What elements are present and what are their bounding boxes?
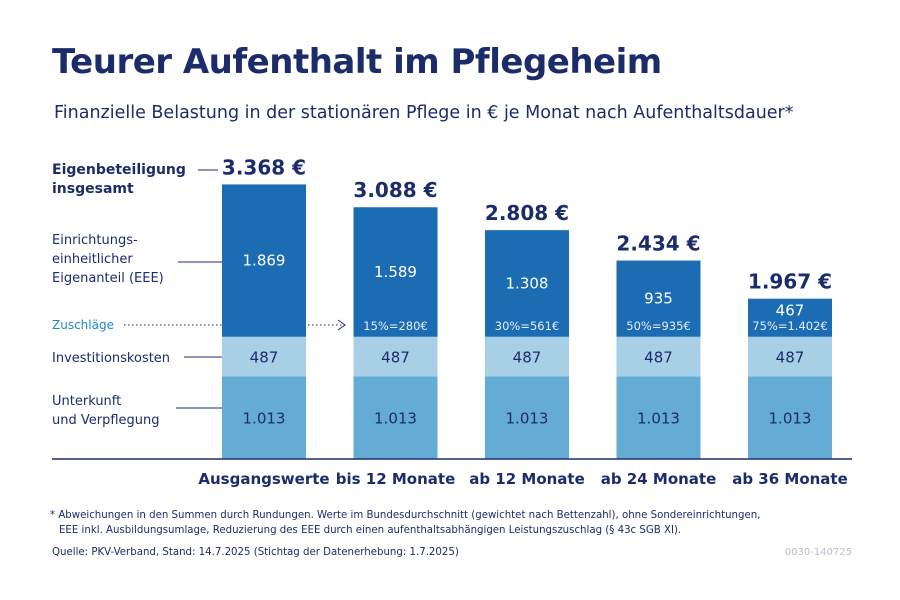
value-label-accommodation: 1.013: [506, 410, 549, 428]
bar-segment-eee: [485, 230, 569, 337]
bar-segment-accommodation: [748, 376, 832, 459]
legend-total-line1: Eigenbeteiligung: [52, 162, 186, 178]
category-label: ab 12 Monate: [469, 470, 585, 488]
value-label-accommodation: 1.013: [374, 410, 417, 428]
bar-segment-accommodation: [353, 376, 438, 459]
bar-segment-eee: [353, 207, 438, 337]
bar-segment-accommodation: [485, 376, 569, 459]
category-label: bis 12 Monate: [336, 470, 456, 488]
value-label-investment: 487: [644, 349, 673, 367]
value-label-investment: 487: [250, 349, 279, 367]
bar-segment-investment: [485, 336, 569, 377]
category-label: ab 36 Monate: [732, 470, 848, 488]
supplement-label: 75%=1.402€: [752, 319, 827, 333]
legend-supplement-arrow-icon: [337, 319, 346, 331]
supplement-label: 30%=561€: [495, 319, 559, 333]
bar-segment-eee: [222, 184, 306, 337]
value-label-accommodation: 1.013: [769, 410, 812, 428]
category-label: Ausgangswerte: [198, 470, 329, 488]
graphic-code: 0030-140725: [784, 547, 852, 558]
bar-segment-eee: [748, 298, 832, 337]
category-label: ab 24 Monate: [601, 470, 717, 488]
value-label-eee: 935: [644, 290, 673, 308]
total-label: 2.808 €: [485, 201, 569, 225]
legend-accommodation-line1: Unterkunft: [52, 394, 121, 409]
legend: Eigenbeteiligung insgesamt Einrichtungs-…: [52, 162, 346, 428]
chart-subtitle: Finanzielle Belastung in der stationären…: [54, 103, 794, 123]
value-label-eee: 467: [776, 302, 805, 320]
legend-supplement: Zuschläge: [52, 318, 114, 332]
bar-segment-eee: [616, 260, 701, 337]
legend-eee-line2: einheitlicher: [52, 252, 133, 267]
value-label-eee: 1.308: [506, 274, 549, 292]
bar-segment-investment: [616, 336, 701, 377]
bar-segment-investment: [748, 336, 832, 377]
legend-investment: Investitionskosten: [52, 351, 170, 366]
supplement-label: 15%=280€: [363, 319, 427, 333]
source-note: Quelle: PKV-Verband, Stand: 14.7.2025 (S…: [52, 547, 459, 558]
legend-eee-line3: Eigenanteil (EEE): [52, 271, 164, 286]
bar-segment-investment: [222, 336, 306, 377]
footnote-line2: EEE inkl. Ausbildungsumlage, Reduzierung…: [59, 525, 682, 536]
total-label: 3.368 €: [222, 155, 306, 179]
value-label-investment: 487: [513, 349, 542, 367]
value-label-accommodation: 1.013: [637, 410, 680, 428]
bar-segment-investment: [353, 336, 438, 377]
total-label: 1.967 €: [748, 270, 832, 294]
value-label-eee: 1.589: [374, 263, 417, 281]
legend-eee-line1: Einrichtungs-: [52, 233, 138, 248]
value-label-accommodation: 1.013: [243, 410, 286, 428]
footnote: * Abweichungen in den Summen durch Rundu…: [50, 508, 760, 538]
total-label: 2.434 €: [616, 232, 700, 256]
bar-segment-accommodation: [222, 376, 306, 459]
bar-segment-accommodation: [616, 376, 701, 459]
footnote-line1: * Abweichungen in den Summen durch Rundu…: [50, 510, 761, 521]
bars: 1.013 487 1.869 3.368 € Ausgangswerte 1.013 48…: [198, 155, 847, 488]
value-label-investment: 487: [776, 349, 805, 367]
value-label-investment: 487: [381, 349, 410, 367]
legend-total-line2: insgesamt: [52, 181, 134, 197]
chart-title: Teurer Aufenthalt im Pflegeheim: [52, 42, 662, 82]
supplement-label: 50%=935€: [626, 319, 690, 333]
total-label: 3.088 €: [353, 178, 437, 202]
value-label-eee: 1.869: [243, 252, 286, 270]
legend-accommodation-line2: und Verpflegung: [52, 413, 160, 428]
